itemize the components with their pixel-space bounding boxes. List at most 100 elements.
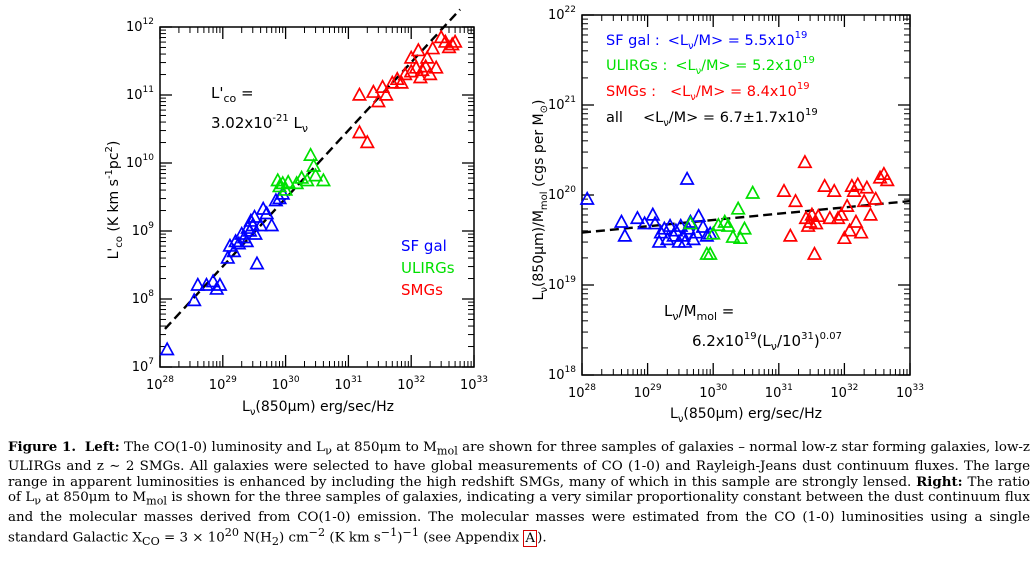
left-fit-label-line1: L'co = — [211, 84, 254, 105]
left-ytick-label: 1010 — [126, 153, 154, 171]
left-legend-smg: SMGs — [401, 281, 443, 299]
appendix-link[interactable]: A — [523, 529, 538, 547]
right-fit-line — [581, 199, 911, 234]
left-ticks: 1028 1029 1030 1031 1032 1033 107 108 109 1010 101… — [126, 17, 488, 393]
right-fit-label-line1: Lν/Mmol = — [664, 302, 734, 323]
caption-sup-9: −2 — [308, 526, 326, 540]
caption-text-5: at 850μm to M — [41, 490, 147, 506]
caption-sup-10: −1 — [380, 526, 398, 540]
left-point-smgs — [397, 66, 413, 81]
caption-right-label: Right: — [916, 473, 963, 490]
left-point-smgs — [425, 40, 441, 55]
right-ytick-label: 1021 — [548, 95, 576, 113]
caption-sup-11: −1 — [402, 526, 419, 540]
right-point-sf-gal — [653, 224, 669, 239]
right-xtick-label: 1033 — [896, 383, 924, 401]
right-xtick-label: 1029 — [634, 383, 662, 401]
left-ytick-label: 1012 — [126, 17, 154, 35]
left-point-smgs — [393, 74, 410, 89]
right-point-ulirgs — [745, 184, 761, 199]
right-point-sf-gal — [668, 222, 684, 237]
left-xtick-label: 1033 — [460, 375, 488, 393]
caption-sub-2: mol — [436, 444, 458, 458]
caption-text-8: N(H — [238, 530, 272, 546]
right-point-smgs — [830, 210, 846, 225]
left-point-smgs — [359, 134, 375, 149]
right-ticks: 1028 1029 1030 1031 1032 1033 1018 1019 1020 1021… — [548, 5, 924, 401]
right-point-sf-gal — [579, 190, 595, 205]
right-point-smgs — [848, 213, 864, 228]
right-panel: 1028 1029 1030 1031 1032 1033 1018 1019 1020 1021… — [531, 5, 924, 425]
left-point-sf-gal — [259, 205, 275, 220]
right-point-smgs — [817, 177, 833, 193]
caption-text-1: The CO(1-0) luminosity and L — [119, 440, 326, 455]
left-xlabel: Lν(850μm) erg/sec/Hz — [242, 399, 394, 418]
left-point-sf-gal — [205, 273, 221, 288]
right-point-sf-gal — [691, 208, 707, 223]
left-point-smgs — [447, 33, 463, 48]
right-point-ulirgs — [720, 217, 736, 232]
right-xtick-label: 1032 — [830, 383, 858, 401]
right-point-sf-gal — [662, 217, 678, 232]
left-marks — [159, 29, 463, 356]
caption-text-12: (see Appendix — [418, 530, 524, 546]
left-point-sf-gal — [247, 225, 263, 240]
caption-text-9: ) cm — [278, 530, 309, 546]
caption-figure-label: Figure 1. — [8, 439, 77, 455]
right-point-smgs — [787, 193, 804, 208]
right-legend-all: all <Lν/M> = 6.7±1.7x1019 — [606, 107, 818, 129]
caption-sub-4: ν — [34, 495, 42, 509]
left-panel: 1028 1029 1030 1031 1032 1033 107 108 109 1010 101… — [104, 8, 488, 418]
left-point-smgs — [428, 59, 444, 74]
left-ylabel: L'co (K km s-1pc2) — [104, 141, 125, 260]
caption-text-13: ). — [537, 530, 547, 546]
caption-left-label: Left: — [84, 439, 120, 455]
right-point-sf-gal — [679, 170, 695, 185]
right-point-smgs — [872, 169, 888, 184]
left-ytick-label: 108 — [132, 289, 155, 307]
left-point-smgs — [410, 42, 426, 57]
left-legend-ulirg: ULIRGs — [401, 259, 455, 277]
right-ytick-label: 1020 — [548, 185, 576, 203]
right-point-ulirgs — [736, 220, 753, 235]
caption-text-4: The ratio of L — [8, 474, 1030, 506]
right-point-sf-gal — [685, 231, 702, 246]
right-xtick-label: 1030 — [699, 383, 727, 401]
right-marks — [579, 154, 895, 260]
left-ytick-label: 1011 — [126, 85, 154, 103]
left-point-sf-gal — [209, 280, 225, 295]
left-point-ulirgs — [277, 181, 294, 196]
right-point-smgs — [856, 193, 872, 208]
left-point-sf-gal — [198, 276, 215, 291]
right-point-smgs — [862, 206, 879, 221]
left-xtick-label: 1030 — [272, 375, 300, 393]
right-point-smgs — [859, 179, 875, 194]
left-point-smgs — [351, 124, 368, 139]
right-point-sf-gal — [647, 215, 663, 230]
right-point-sf-gal — [629, 210, 646, 225]
left-point-sf-gal — [268, 192, 284, 207]
figure: 1028 1029 1030 1031 1032 1033 107 108 109 1010 101… — [104, 5, 924, 425]
left-point-smgs — [418, 58, 434, 73]
left-point-sf-gal — [264, 217, 280, 232]
right-point-smgs — [841, 222, 858, 237]
right-point-ulirgs — [710, 217, 726, 232]
left-point-smgs — [384, 74, 400, 89]
left-point-smgs — [374, 78, 391, 93]
caption-sub-8: 2 — [271, 535, 279, 549]
right-point-smgs — [836, 230, 853, 245]
caption-sup-7: 20 — [224, 526, 239, 540]
left-point-sf-gal — [186, 292, 202, 307]
right-point-sf-gal — [617, 227, 633, 242]
left-point-sf-gal — [159, 341, 175, 356]
right-point-smgs — [797, 154, 813, 169]
left-point-smgs — [412, 69, 428, 84]
right-point-sf-gal — [636, 215, 653, 230]
left-point-sf-gal — [190, 276, 206, 291]
left-point-smgs — [403, 49, 419, 64]
left-point-ulirgs — [302, 146, 319, 161]
right-point-smgs — [853, 224, 869, 239]
left-point-smgs — [419, 49, 435, 64]
left-point-smgs — [370, 93, 386, 108]
left-fit-label-line2: 3.02x10-21 Lν — [211, 113, 308, 135]
